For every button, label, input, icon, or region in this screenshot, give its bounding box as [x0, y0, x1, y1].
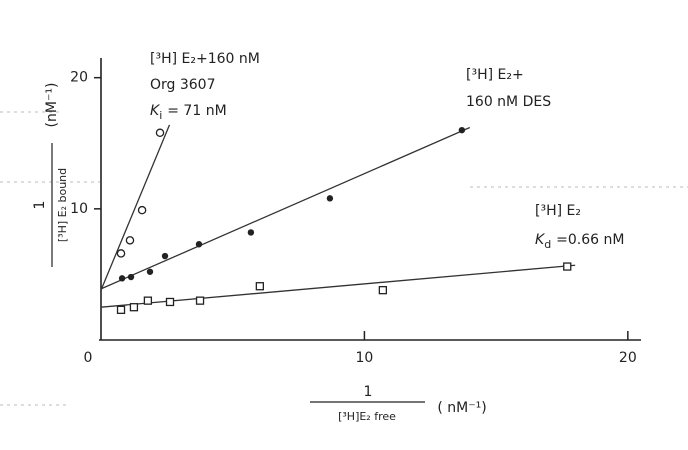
data-point [155, 128, 165, 138]
data-point [378, 286, 388, 295]
data-point [255, 282, 264, 291]
data-point [458, 126, 466, 134]
data-point [165, 297, 175, 307]
annotation: [³H] E₂+160 nM [150, 51, 260, 67]
x-title-numerator: 1 [364, 384, 373, 400]
data-point [116, 249, 126, 258]
annotation-text: =0.66 nM [556, 232, 624, 248]
y-tick-label: 10 [70, 201, 88, 217]
annotation-subscript: d [544, 238, 551, 251]
y-title-unit: (nM⁻¹) [44, 83, 60, 128]
x-title-denominator: [³H]E₂ free [338, 410, 396, 423]
data-point [195, 296, 205, 305]
annotation: [³H] E₂+ [466, 67, 524, 83]
y-tick-label: 20 [70, 70, 88, 86]
annotation: Kd =0.66 nM [535, 232, 624, 251]
data-point [129, 303, 139, 312]
x-tick-label: 20 [619, 350, 637, 366]
data-point [326, 195, 334, 202]
data-point [127, 273, 135, 281]
y-title-numerator: 1 [32, 201, 48, 210]
annotation-symbol: K [150, 103, 161, 119]
x-tick-label: 0 [84, 350, 93, 366]
y-title-denominator: [³H] E₂ bound [56, 168, 69, 242]
annotation: Ki = 71 nM [150, 103, 227, 122]
data-point [195, 241, 203, 248]
data-point [247, 229, 255, 236]
annotation: Org 3607 [150, 77, 216, 93]
annotation: 160 nM DES [466, 94, 551, 110]
data-point [116, 305, 126, 314]
annotation-text: = 71 nM [167, 103, 226, 119]
data-point [161, 252, 169, 260]
fit-line [100, 124, 171, 291]
data-point [125, 236, 135, 245]
fit-line [100, 264, 576, 308]
x-title-unit: ( nM⁻¹) [437, 400, 486, 416]
x-tick-label: 10 [356, 350, 374, 366]
annotation-subscript: i [159, 109, 162, 122]
data-point [143, 296, 153, 305]
data-point [563, 262, 572, 271]
fit-line [100, 126, 471, 290]
annotation-symbol: K [535, 232, 546, 248]
data-point [137, 205, 147, 215]
data-point [118, 275, 126, 282]
annotation: [³H] E₂ [535, 203, 581, 219]
y-axis-title: 1 [³H] E₂ bound (nM⁻¹) [32, 83, 69, 267]
data-point [146, 268, 154, 275]
